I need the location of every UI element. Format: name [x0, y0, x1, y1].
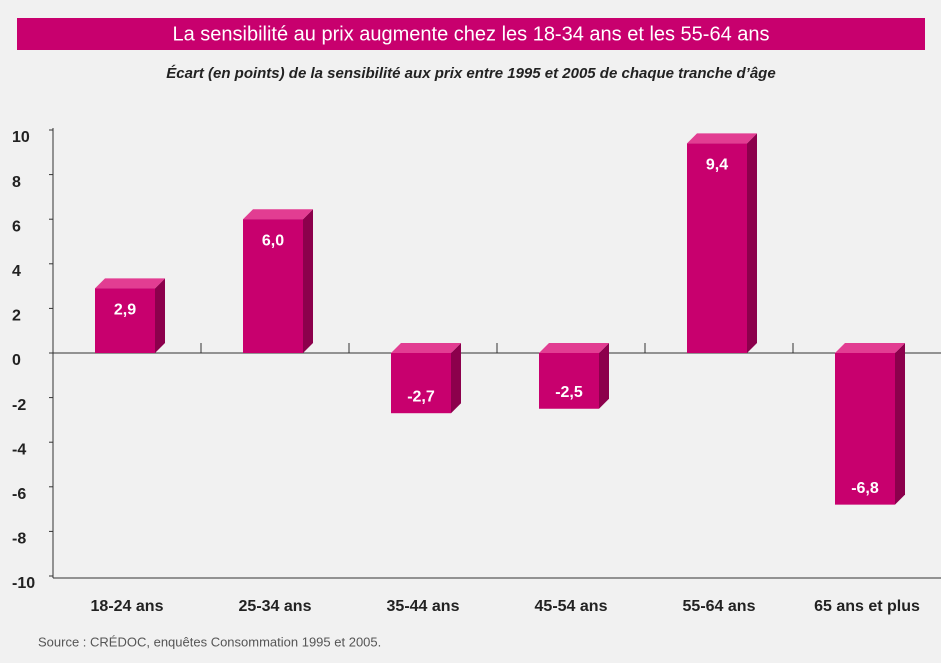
value-label: 2,9 [114, 302, 136, 319]
title-bar [17, 18, 925, 50]
bar-top [391, 343, 461, 353]
bar-side [747, 133, 757, 353]
bar-top [95, 278, 165, 289]
y-tick-label: -2 [12, 397, 26, 414]
value-label: 9,4 [706, 157, 728, 174]
bar [391, 353, 451, 414]
y-tick-label: 6 [12, 218, 21, 235]
bar-side [303, 209, 313, 353]
value-label: -2,5 [555, 384, 583, 401]
chart-title: La sensibilité au prix augmente chez les… [172, 23, 769, 45]
bar-side [155, 278, 165, 353]
bar-top [687, 133, 757, 144]
y-tick-label: 8 [12, 174, 21, 191]
y-tick-label: -4 [12, 441, 26, 458]
x-tick-label: 25-34 ans [239, 598, 312, 615]
x-tick-label: 45-54 ans [535, 598, 608, 615]
x-tick-label: 18-24 ans [91, 598, 164, 615]
bar-side [895, 343, 905, 505]
y-tick-label: 2 [12, 308, 21, 325]
y-tick-label: 4 [12, 263, 21, 280]
bar-top [539, 343, 609, 353]
value-label: -2,7 [407, 388, 435, 405]
bar-side [451, 343, 461, 414]
bar [539, 353, 599, 409]
value-label: 6,0 [262, 232, 284, 249]
y-tick-label: 10 [12, 129, 30, 146]
bar [95, 288, 155, 353]
y-tick-label: -10 [12, 575, 35, 592]
y-tick-label: 0 [12, 352, 21, 369]
source: Source : CRÉDOC, enquêtes Consommation 1… [38, 634, 381, 649]
bar [835, 353, 895, 505]
y-tick-label: -6 [12, 486, 26, 503]
x-tick-label: 35-44 ans [387, 598, 460, 615]
chart-subtitle: Écart (en points) de la sensibilité aux … [166, 65, 775, 82]
x-tick-label: 65 ans et plus [814, 598, 920, 615]
y-tick-label: -8 [12, 531, 26, 548]
bar-top [243, 209, 313, 220]
bar [243, 219, 303, 353]
value-label: -6,8 [851, 480, 879, 497]
bar-side [599, 343, 609, 409]
x-tick-label: 55-64 ans [683, 598, 756, 615]
bar [687, 143, 747, 353]
bar-top [835, 343, 905, 353]
